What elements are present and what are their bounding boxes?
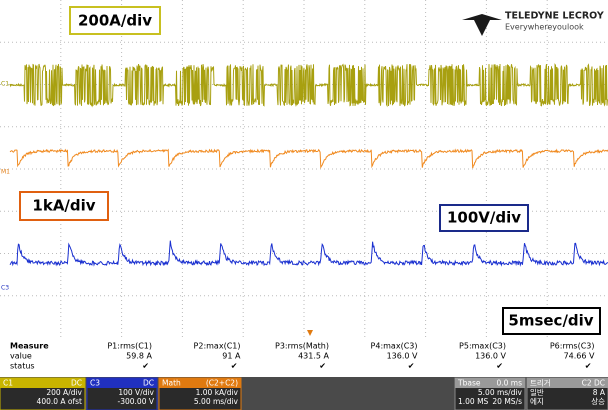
descriptor-line: 8 A bbox=[593, 388, 606, 397]
measure-table: Measure value status P1:rms(C1)59.8 A✔P2… bbox=[10, 342, 595, 371]
annotation: 1kA/div bbox=[32, 197, 95, 215]
descriptor-line: 5.00 ms/div bbox=[194, 397, 239, 406]
descriptor-line: 100 V/div bbox=[118, 388, 154, 397]
param-status: ✔ bbox=[231, 362, 238, 371]
descriptor-info: DC bbox=[143, 379, 154, 388]
param-name: P6:rms(C3) bbox=[550, 342, 595, 351]
param-name: P3:rms(Math) bbox=[275, 342, 329, 351]
descriptor-info: 0.0 ms bbox=[496, 379, 522, 388]
annotation: 5msec/div bbox=[508, 312, 593, 330]
param-status: ✔ bbox=[319, 362, 326, 371]
trace-marker: M1 bbox=[1, 169, 10, 176]
descriptor-info: C2 DC bbox=[582, 379, 605, 388]
descriptor-info: (C2+C2) bbox=[206, 379, 238, 388]
scope-screen: 200A/div 1kA/div 100V/div 5msec/div TELE… bbox=[0, 0, 608, 410]
param-value: 136.0 V bbox=[475, 352, 506, 361]
param-value: 74.66 V bbox=[564, 352, 595, 361]
descriptor-line: 에지 bbox=[530, 397, 544, 406]
descriptor-line: 200 A/div bbox=[46, 388, 82, 397]
annotation: 100V/div bbox=[447, 209, 521, 227]
descriptor-name: C1 bbox=[3, 379, 13, 388]
measure-title: Measure bbox=[10, 342, 49, 351]
descriptor-line: 1.00 MS bbox=[458, 397, 489, 406]
row-label: value bbox=[10, 352, 32, 361]
descriptor-line: 20 MS/s bbox=[492, 397, 522, 406]
descriptor-name: Tbase bbox=[457, 379, 481, 388]
descriptor-line: 일반 bbox=[530, 388, 544, 397]
trace-marker: C1 bbox=[1, 81, 9, 88]
descriptor-name: Math bbox=[162, 379, 181, 388]
param-value: 91 A bbox=[222, 352, 241, 361]
param-name: P4:max(C3) bbox=[371, 342, 418, 351]
descriptor-line: 400.0 A ofst bbox=[37, 397, 83, 406]
descriptor-name: C3 bbox=[90, 379, 100, 388]
descriptor-line: -300.00 V bbox=[118, 397, 155, 406]
param-value: 59.8 A bbox=[126, 352, 152, 361]
param-status: ✔ bbox=[585, 362, 592, 371]
scope-display: 200A/div 1kA/div 100V/div 5msec/div TELE… bbox=[0, 0, 608, 410]
row-label: status bbox=[10, 362, 35, 371]
param-value: 431.5 A bbox=[298, 352, 329, 361]
param-name: P2:max(C1) bbox=[194, 342, 241, 351]
logo-tagline: Everywhereyoulook bbox=[505, 23, 584, 32]
param-name: P5:max(C3) bbox=[459, 342, 506, 351]
annotation: 200A/div bbox=[78, 12, 152, 30]
param-status: ✔ bbox=[408, 362, 415, 371]
param-name: P1:rms(C1) bbox=[107, 342, 152, 351]
param-status: ✔ bbox=[142, 362, 149, 371]
param-status: ✔ bbox=[496, 362, 503, 371]
logo-brand: TELEDYNE LECROY bbox=[505, 11, 604, 22]
descriptor-info: DC bbox=[71, 379, 82, 388]
descriptor-name: 트리거 bbox=[530, 379, 551, 388]
descriptor-line: 5.00 ms/div bbox=[478, 388, 523, 397]
trace-marker: C3 bbox=[1, 285, 9, 292]
descriptor-line: 상승 bbox=[591, 396, 605, 406]
param-value: 136.0 V bbox=[387, 352, 418, 361]
descriptor-line: 1.00 kA/div bbox=[196, 388, 239, 397]
